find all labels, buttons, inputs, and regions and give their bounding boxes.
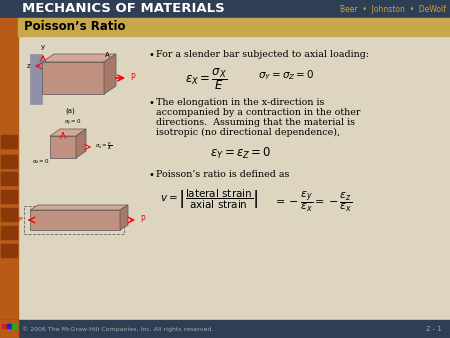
Text: directions.  Assuming that the material is: directions. Assuming that the material i… — [156, 118, 355, 127]
Text: y: y — [41, 44, 45, 50]
Text: •: • — [148, 98, 154, 108]
Text: © 2006 The McGraw-Hill Companies, Inc. All rights reserved.: © 2006 The McGraw-Hill Companies, Inc. A… — [22, 326, 213, 332]
Bar — [1, 172, 17, 185]
Bar — [30, 54, 42, 104]
Bar — [0, 18, 18, 338]
Text: 2 - 1: 2 - 1 — [426, 326, 442, 332]
Bar — [1, 190, 17, 203]
Text: Poisson’s Ratio: Poisson’s Ratio — [24, 21, 126, 33]
Text: P: P — [140, 216, 144, 224]
Text: $\sigma_z=0$: $\sigma_z=0$ — [32, 158, 50, 166]
Polygon shape — [50, 129, 86, 136]
Bar — [1, 226, 17, 239]
Text: Beer  •  Johnston  •  DeWolf: Beer • Johnston • DeWolf — [340, 4, 446, 14]
Bar — [2, 324, 6, 328]
Polygon shape — [120, 205, 128, 230]
Text: The elongation in the x-direction is: The elongation in the x-direction is — [156, 98, 324, 107]
Bar — [1, 208, 17, 221]
Text: $= -\dfrac{\varepsilon_y}{\varepsilon_x} = -\dfrac{\varepsilon_z}{\varepsilon_x}: $= -\dfrac{\varepsilon_y}{\varepsilon_x}… — [273, 190, 353, 215]
Text: •: • — [148, 50, 154, 60]
Bar — [1, 135, 17, 148]
Bar — [0, 320, 18, 338]
Text: •: • — [148, 170, 154, 180]
Text: z: z — [27, 63, 30, 69]
Text: MECHANICS OF MATERIALS: MECHANICS OF MATERIALS — [22, 2, 225, 16]
Bar — [18, 36, 450, 320]
Text: $\varepsilon_X = \dfrac{\sigma_X}{E}$: $\varepsilon_X = \dfrac{\sigma_X}{E}$ — [185, 66, 227, 92]
Text: For a slender bar subjected to axial loading:: For a slender bar subjected to axial loa… — [156, 50, 369, 59]
Text: accompanied by a contraction in the other: accompanied by a contraction in the othe… — [156, 108, 360, 117]
Text: (a): (a) — [65, 108, 75, 115]
Bar — [12, 324, 16, 328]
Text: $\varepsilon_Y = \varepsilon_Z = 0$: $\varepsilon_Y = \varepsilon_Z = 0$ — [210, 146, 271, 161]
Polygon shape — [30, 205, 128, 210]
Text: P: P — [130, 73, 135, 82]
Text: A: A — [105, 52, 110, 58]
Polygon shape — [50, 136, 76, 158]
Text: $\sigma_x=\frac{P}{A}$: $\sigma_x=\frac{P}{A}$ — [95, 140, 112, 152]
Text: $\sigma_y=0$: $\sigma_y=0$ — [64, 118, 82, 128]
Polygon shape — [30, 210, 120, 230]
Text: $\sigma_Y = \sigma_Z = 0$: $\sigma_Y = \sigma_Z = 0$ — [258, 68, 315, 82]
Text: isotropic (no directional dependence),: isotropic (no directional dependence), — [156, 128, 340, 137]
Text: $v = \left|\dfrac{\mathrm{lateral\ strain}}{\mathrm{axial\ strain}}\right|$: $v = \left|\dfrac{\mathrm{lateral\ strai… — [160, 188, 258, 211]
Bar — [0, 0, 450, 18]
Polygon shape — [76, 129, 86, 158]
Bar — [1, 155, 17, 168]
Bar — [0, 320, 450, 338]
Polygon shape — [42, 62, 104, 94]
Polygon shape — [104, 54, 116, 94]
Polygon shape — [42, 54, 116, 62]
Bar — [7, 324, 11, 328]
Bar — [18, 18, 450, 36]
Text: P': P' — [17, 217, 23, 223]
Bar — [1, 244, 17, 257]
Text: Poisson’s ratio is defined as: Poisson’s ratio is defined as — [156, 170, 289, 179]
